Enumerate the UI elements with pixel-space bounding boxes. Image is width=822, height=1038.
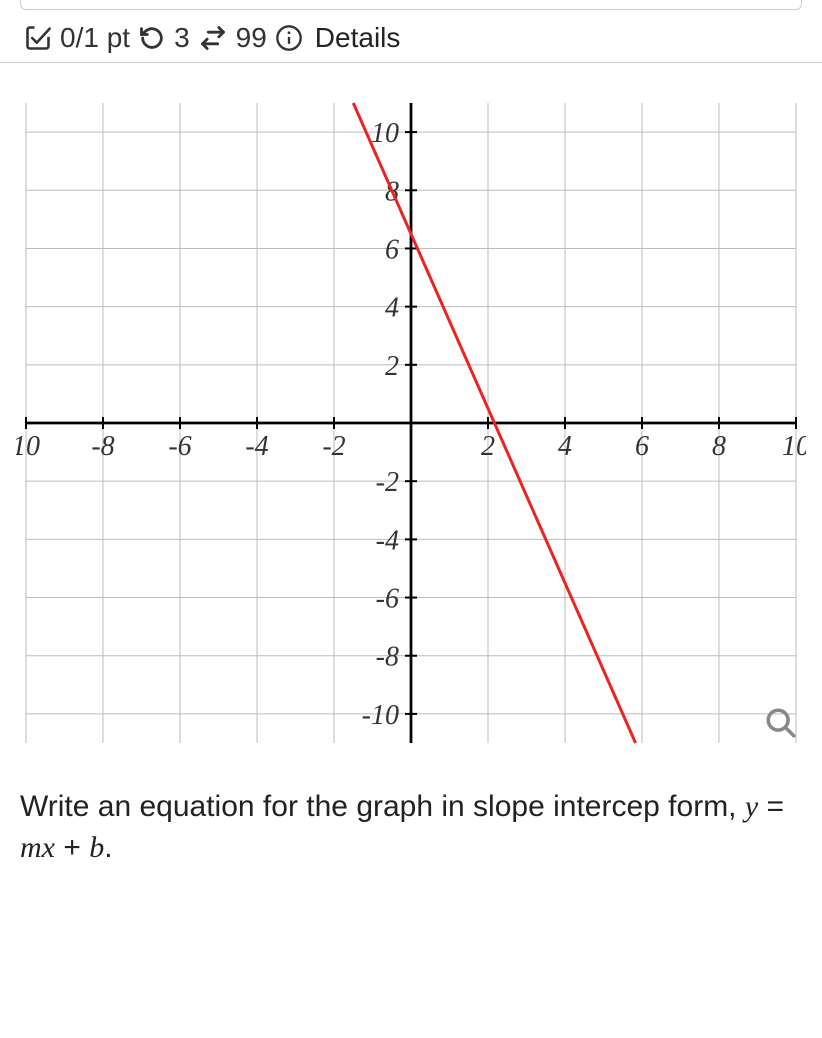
- details-link[interactable]: Details: [315, 22, 401, 54]
- points-text: 0/1 pt: [60, 22, 130, 54]
- svg-text:-4: -4: [376, 525, 399, 556]
- svg-text:-4: -4: [245, 431, 268, 462]
- undo-icon: [138, 24, 166, 52]
- svg-text:10: 10: [782, 431, 806, 462]
- info-icon[interactable]: [275, 24, 303, 52]
- swap-icon: [198, 24, 228, 52]
- svg-text:6: 6: [385, 234, 399, 265]
- svg-text:10: 10: [371, 118, 399, 149]
- magnify-icon[interactable]: [764, 706, 798, 745]
- prompt-text: Write an equation for the graph in slope…: [20, 790, 745, 823]
- svg-text:-2: -2: [322, 431, 345, 462]
- svg-text:-2: -2: [376, 467, 399, 498]
- eq-eq: =: [758, 790, 784, 823]
- svg-text:-6: -6: [376, 584, 399, 615]
- svg-text:-8: -8: [91, 431, 114, 462]
- svg-text:-10: -10: [362, 700, 399, 731]
- svg-text:10: 10: [16, 431, 40, 462]
- svg-text:2: 2: [481, 431, 495, 462]
- svg-text:-8: -8: [376, 642, 399, 673]
- checkbox-icon: [24, 24, 52, 52]
- svg-text:4: 4: [558, 431, 572, 462]
- eq-x: x: [42, 831, 55, 864]
- retries-count: 3: [174, 22, 190, 54]
- svg-text:2: 2: [385, 351, 399, 382]
- eq-b: b: [89, 831, 104, 864]
- eq-plus: +: [55, 831, 89, 864]
- svg-text:-6: -6: [168, 431, 191, 462]
- eq-m: m: [20, 831, 42, 864]
- svg-text:8: 8: [712, 431, 726, 462]
- question-header: 0/1 pt 3 99 Details: [0, 10, 822, 63]
- eq-y: y: [745, 790, 758, 823]
- coordinate-graph: 24681010-8-6-4-2246810-2-4-6-8-10: [16, 93, 806, 753]
- svg-text:4: 4: [385, 293, 399, 324]
- svg-text:6: 6: [635, 431, 649, 462]
- eq-period: .: [104, 831, 112, 864]
- question-prompt: Write an equation for the graph in slope…: [0, 763, 822, 878]
- attempts-count: 99: [236, 22, 267, 54]
